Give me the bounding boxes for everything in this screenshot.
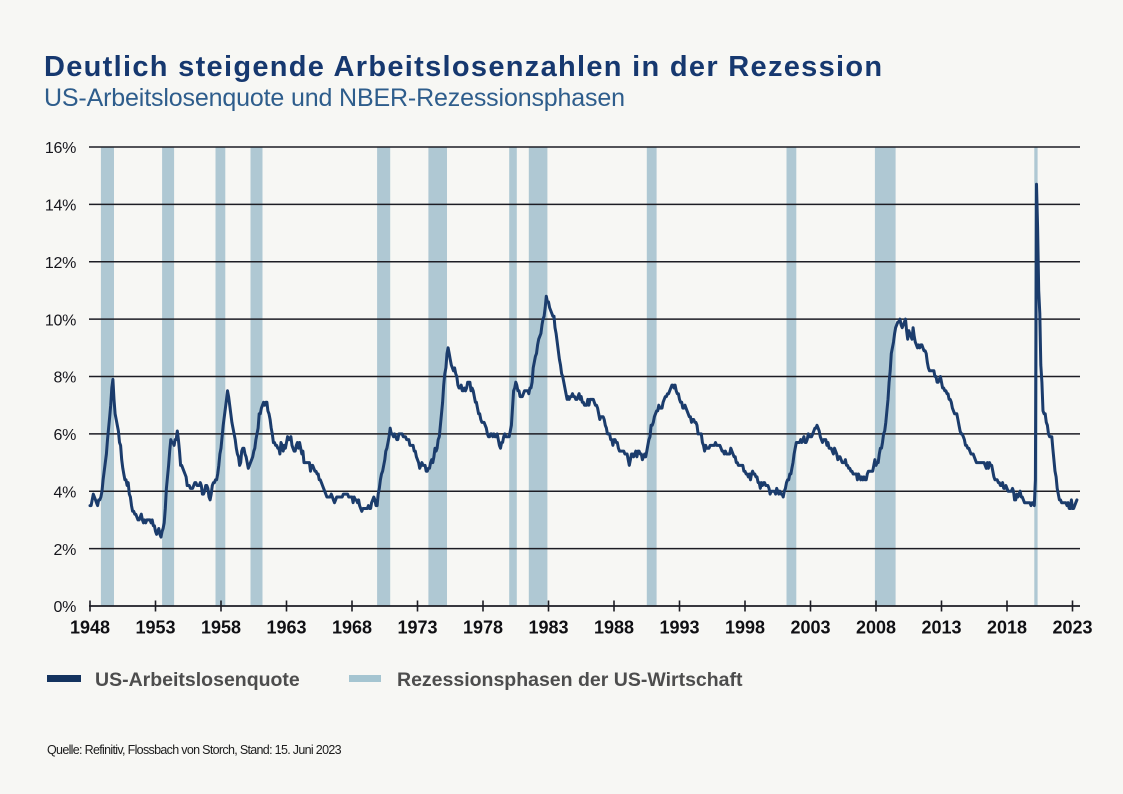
svg-text:14%: 14% — [45, 198, 76, 215]
svg-text:1998: 1998 — [725, 618, 765, 638]
svg-text:4%: 4% — [53, 484, 76, 501]
svg-text:1993: 1993 — [659, 618, 699, 638]
svg-text:2018: 2018 — [987, 618, 1027, 638]
svg-text:1953: 1953 — [135, 618, 175, 638]
svg-text:2013: 2013 — [921, 618, 961, 638]
svg-text:1968: 1968 — [332, 618, 372, 638]
svg-text:6%: 6% — [53, 427, 76, 444]
svg-text:8%: 8% — [53, 370, 76, 387]
svg-text:1948: 1948 — [70, 618, 110, 638]
svg-text:1958: 1958 — [201, 618, 241, 638]
svg-text:1963: 1963 — [266, 618, 306, 638]
svg-text:2023: 2023 — [1052, 618, 1092, 638]
svg-text:10%: 10% — [45, 312, 76, 329]
svg-text:2003: 2003 — [790, 618, 830, 638]
svg-text:1983: 1983 — [528, 618, 568, 638]
svg-text:0%: 0% — [53, 599, 76, 616]
svg-text:16%: 16% — [45, 140, 76, 157]
svg-text:1978: 1978 — [463, 618, 503, 638]
svg-text:2008: 2008 — [856, 618, 896, 638]
svg-text:2%: 2% — [53, 542, 76, 559]
svg-text:1973: 1973 — [397, 618, 437, 638]
svg-text:1988: 1988 — [594, 618, 634, 638]
svg-text:12%: 12% — [45, 255, 76, 272]
